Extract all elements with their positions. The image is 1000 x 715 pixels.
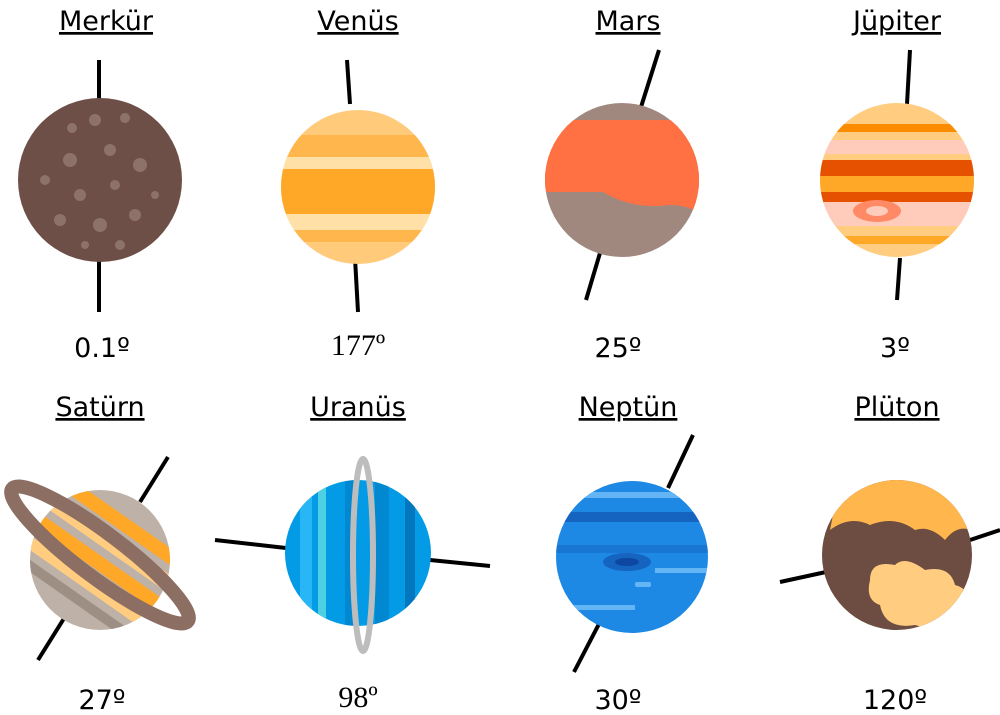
saturn — [0, 457, 201, 660]
tilt-label: 3º — [880, 333, 910, 364]
rotation-axis — [780, 572, 826, 582]
planet-shape — [115, 240, 125, 250]
planet-shape — [405, 480, 415, 626]
planet-shape — [815, 176, 985, 192]
venus — [270, 60, 450, 312]
planet-shape — [104, 144, 116, 156]
planet-shape — [555, 492, 710, 498]
planet-shape — [318, 480, 326, 626]
planet-name: Satürn — [55, 392, 144, 423]
planet-shape — [555, 605, 635, 610]
tilt-label: 98º — [338, 681, 377, 714]
planet-shape — [540, 100, 710, 270]
rotation-axis — [347, 60, 350, 104]
tilt-label: 177º — [331, 329, 385, 362]
jupiter — [815, 50, 985, 300]
planet-shape — [63, 153, 77, 167]
planet-shape — [133, 158, 147, 172]
planet-shape — [815, 100, 985, 270]
planet-shape — [866, 206, 888, 216]
planet-shape — [655, 568, 710, 573]
rotation-axis — [430, 560, 490, 566]
planet-name: Jüpiter — [851, 6, 942, 37]
planet-name: Venüs — [317, 6, 398, 37]
planet-shape — [40, 175, 50, 185]
uranus — [215, 459, 490, 651]
tilt-label: 120º — [863, 685, 927, 715]
planet-shape — [300, 480, 312, 626]
mars — [540, 50, 710, 300]
planet-shape — [270, 100, 450, 280]
tilt-label: 0.1º — [74, 333, 130, 364]
planet-shape — [270, 135, 450, 157]
planet-shape — [635, 582, 651, 587]
rotation-axis — [586, 253, 600, 300]
planet-shape — [555, 545, 710, 553]
tilt-label: 25º — [594, 333, 641, 364]
rotation-axis — [668, 435, 693, 488]
planet-shape — [81, 241, 89, 249]
planet-shape — [270, 169, 450, 214]
planet-name: Uranüs — [310, 392, 406, 423]
neptune — [555, 435, 710, 672]
planet-shape — [555, 480, 710, 635]
planet-shape — [54, 214, 66, 226]
planet-shape — [815, 192, 985, 202]
planet-shape — [67, 123, 77, 133]
planet-shape — [129, 209, 141, 221]
rotation-axis — [641, 50, 659, 107]
planet-shape — [270, 214, 450, 230]
planet-shape — [74, 189, 86, 201]
rotation-axis — [355, 258, 358, 312]
rotation-axis — [907, 50, 910, 104]
planet-shape — [375, 480, 389, 626]
rotation-axis — [897, 258, 900, 300]
planet-shape — [270, 157, 450, 169]
rotation-axis — [215, 540, 286, 548]
planet-shape — [820, 478, 980, 640]
planet-shape — [151, 191, 159, 199]
planet-shape — [110, 180, 120, 190]
mercury — [18, 60, 182, 312]
pluto — [780, 478, 1000, 640]
planet-shape — [815, 124, 985, 132]
tilt-label: 30º — [594, 685, 641, 715]
planet-name: Neptün — [579, 392, 678, 423]
planet-name: Plüton — [854, 392, 939, 423]
planet-name: Mars — [595, 6, 660, 37]
planet-shape — [270, 230, 450, 242]
planet-shape — [815, 236, 985, 244]
planet-shape — [93, 218, 107, 232]
tilt-label: 27º — [78, 685, 125, 715]
planet-shape — [285, 480, 431, 626]
planet-shape — [815, 140, 985, 154]
planet-shape — [89, 114, 101, 126]
planet-shape — [555, 512, 710, 522]
rotation-axis — [970, 530, 1000, 540]
diagram: Merkür Venüs Mars Jüpiter Satürn Uranüs … — [0, 0, 1000, 715]
planet-name: Merkür — [59, 6, 154, 37]
page: {"planets": [ {"name": "Merkür", "tilt":… — [0, 0, 1000, 715]
rotation-axis — [574, 622, 600, 672]
planet-shape — [615, 558, 639, 566]
planet-shape — [120, 113, 130, 123]
rotation-axis — [140, 457, 168, 502]
planet-shape — [815, 160, 985, 176]
